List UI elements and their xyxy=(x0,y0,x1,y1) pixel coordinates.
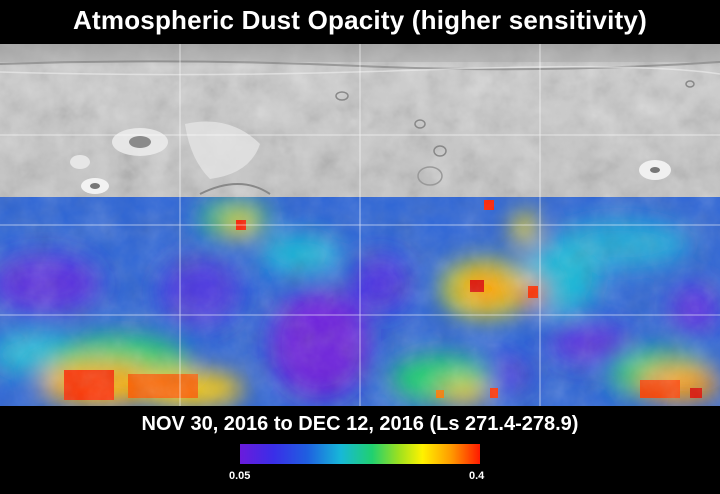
date-range-label: NOV 30, 2016 to DEC 12, 2016 (Ls 271.4-2… xyxy=(141,413,579,435)
colorbar-min-label: 0.05 xyxy=(229,470,251,482)
opacity-colorbar xyxy=(240,444,480,464)
lat-lon-grid xyxy=(0,44,720,406)
mars-dust-opacity-map xyxy=(0,44,720,406)
colorbar-max-label: 0.4 xyxy=(469,470,485,482)
map-title: Atmospheric Dust Opacity (higher sensiti… xyxy=(73,5,647,35)
